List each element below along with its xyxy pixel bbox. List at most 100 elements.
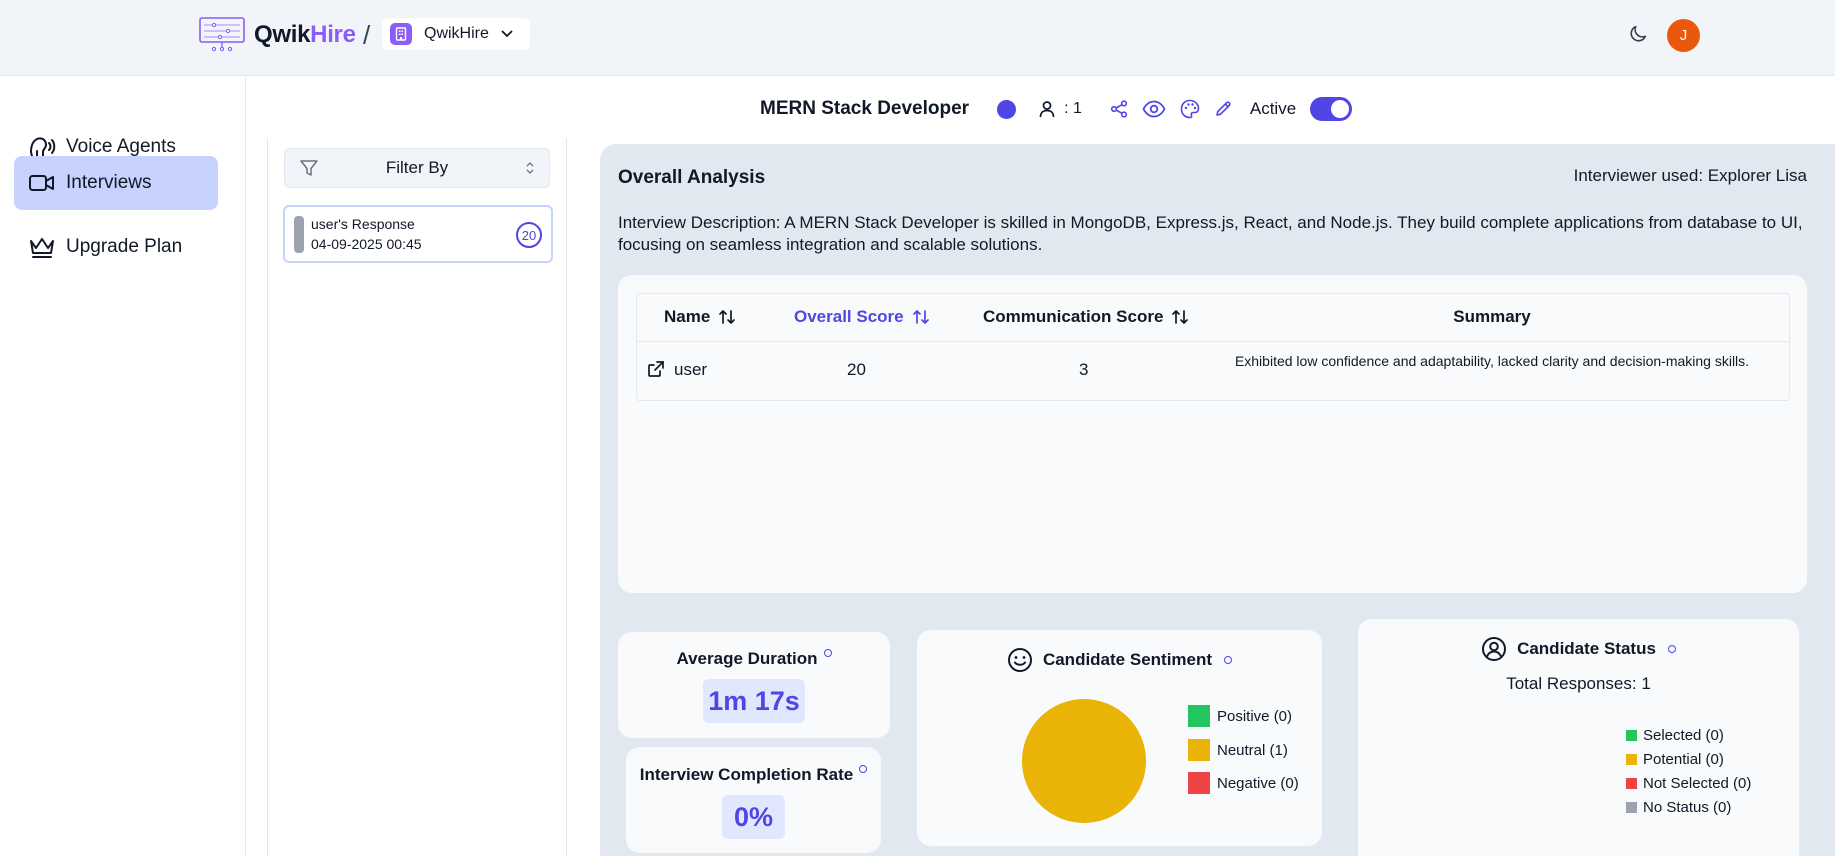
column-header-overall-score[interactable]: Overall Score <box>794 307 930 327</box>
legend-negative: Negative (0) <box>1188 772 1299 794</box>
legend-label: Positive (0) <box>1217 707 1293 725</box>
brand-main: Qwik <box>254 21 311 48</box>
active-label: Active <box>1249 99 1297 118</box>
voice-agent-icon <box>30 137 56 157</box>
card-title-label: Average Duration <box>676 649 818 668</box>
info-icon[interactable] <box>1224 656 1233 664</box>
candidate-status-title: Candidate Status <box>1358 636 1799 662</box>
sidebar-item-label: Voice Agents <box>66 136 176 157</box>
sidebar-item-label: Upgrade Plan <box>66 236 183 257</box>
brand-name[interactable]: QwikHire <box>254 21 356 49</box>
sidebar-item-upgrade-plan[interactable]: Upgrade Plan <box>14 220 218 274</box>
info-icon[interactable] <box>823 649 832 657</box>
candidate-sentiment-card: Candidate Sentiment Positive (0) Neutral… <box>917 630 1322 846</box>
responses-column: Filter By user's Response 04-09-2025 00:… <box>267 138 567 856</box>
cell-communication-score: 3 <box>1079 360 1089 379</box>
chevron-down-icon <box>501 30 513 37</box>
column-header-communication-score[interactable]: Communication Score <box>983 307 1189 327</box>
toggle-knob <box>1331 100 1350 118</box>
sidebar: Voice Agents Interviews Upgrade Plan <box>0 77 246 856</box>
filter-select[interactable]: Filter By <box>284 148 550 188</box>
chevron-up-down-icon <box>526 162 534 174</box>
completion-rate-card: Interview Completion Rate 0% <box>626 747 881 853</box>
crown-icon <box>30 238 54 258</box>
card-title-label: Candidate Status <box>1517 639 1656 658</box>
column-header-label: Summary <box>1453 307 1531 326</box>
cell-overall-score: 20 <box>847 360 866 379</box>
legend-neutral: Neutral (1) <box>1188 739 1288 761</box>
legend-swatch <box>1188 772 1210 794</box>
sidebar-item-interviews[interactable]: Interviews <box>14 156 218 210</box>
external-link-icon[interactable] <box>647 360 665 378</box>
palette-icon[interactable] <box>1180 99 1200 119</box>
analysis-panel: Overall Analysis Interviewer used: Explo… <box>600 144 1835 856</box>
response-score-badge: 20 <box>516 222 542 248</box>
building-icon <box>390 23 412 45</box>
column-header-label: Overall Score <box>794 307 904 326</box>
legend-swatch <box>1626 730 1637 741</box>
moon-icon[interactable] <box>1627 23 1649 45</box>
sort-icon <box>912 310 929 324</box>
legend-no-status: No Status (0) <box>1626 799 1731 816</box>
smile-icon <box>1007 648 1032 672</box>
video-camera-icon <box>29 175 54 191</box>
cell-summary: Exhibited low confidence and adaptabilit… <box>1234 353 1750 369</box>
legend-label: Negative (0) <box>1217 774 1299 792</box>
average-duration-title: Average Duration <box>618 649 890 669</box>
filter-icon <box>300 160 318 176</box>
info-icon[interactable] <box>859 765 868 773</box>
avatar[interactable]: J <box>1667 19 1700 52</box>
info-icon[interactable] <box>1667 645 1676 653</box>
column-header-summary: Summary <box>1227 307 1757 327</box>
legend-swatch <box>1188 739 1210 761</box>
share-icon[interactable] <box>1110 100 1128 118</box>
average-duration-card: Average Duration 1m 17s <box>618 632 890 738</box>
sidebar-item-voice-agents[interactable]: Voice Agents <box>14 120 218 174</box>
sentiment-pie-chart <box>1022 699 1146 823</box>
status-indicator <box>294 216 304 253</box>
legend-swatch <box>1626 754 1637 765</box>
interview-description: Interview Description: A MERN Stack Deve… <box>618 213 1803 254</box>
column-header-name[interactable]: Name <box>664 307 736 327</box>
legend-swatch <box>1626 778 1637 789</box>
legend-positive: Positive (0) <box>1188 705 1292 727</box>
average-duration-value: 1m 17s <box>703 679 805 723</box>
eye-icon[interactable] <box>1142 100 1166 118</box>
candidate-sentiment-title: Candidate Sentiment <box>917 647 1322 673</box>
active-toggle[interactable] <box>1310 97 1353 121</box>
logo-icon[interactable] <box>198 16 246 52</box>
column-header-label: Communication Score <box>983 307 1164 326</box>
legend-swatch <box>1626 802 1637 813</box>
total-responses: Total Responses: 1 <box>1506 674 1651 693</box>
user-icon <box>1039 101 1055 118</box>
responses-table: Name Overall Score Communication Score S… <box>636 293 1790 401</box>
pencil-icon[interactable] <box>1214 100 1232 118</box>
card-title-label: Candidate Sentiment <box>1042 650 1213 669</box>
job-color-dot <box>997 99 1017 119</box>
breadcrumb-separator: / <box>363 20 371 50</box>
legend-potential: Potential (0) <box>1626 751 1724 768</box>
cell-name: user <box>674 360 708 379</box>
job-header: MERN Stack Developer : 1 Active <box>760 96 1353 122</box>
filter-label: Filter By <box>385 158 449 177</box>
org-switcher[interactable]: QwikHire <box>382 18 530 50</box>
sort-icon <box>719 310 736 324</box>
responses-table-card: Name Overall Score Communication Score S… <box>618 275 1807 593</box>
legend-label: Potential (0) <box>1643 751 1724 768</box>
completion-rate-value: 0% <box>722 795 785 839</box>
sort-icon <box>1172 310 1189 324</box>
table-header: Name Overall Score Communication Score S… <box>637 294 1789 342</box>
legend-selected: Selected (0) <box>1626 727 1724 744</box>
pie-slice-neutral <box>1022 699 1146 823</box>
legend-label: Not Selected (0) <box>1643 775 1752 792</box>
legend-swatch <box>1188 705 1210 727</box>
responses-count: : 1 <box>1038 100 1082 118</box>
brand-accent: Hire <box>310 21 356 48</box>
completion-rate-title: Interview Completion Rate <box>626 765 881 785</box>
top-bar: QwikHire / QwikHire J <box>0 0 1835 76</box>
response-date: 04-09-2025 00:45 <box>311 236 422 252</box>
legend-label: Neutral (1) <box>1217 741 1288 759</box>
sidebar-item-label: Interviews <box>66 172 152 193</box>
response-card[interactable]: user's Response 04-09-2025 00:45 20 <box>283 205 553 263</box>
user-circle-icon <box>1482 637 1507 661</box>
